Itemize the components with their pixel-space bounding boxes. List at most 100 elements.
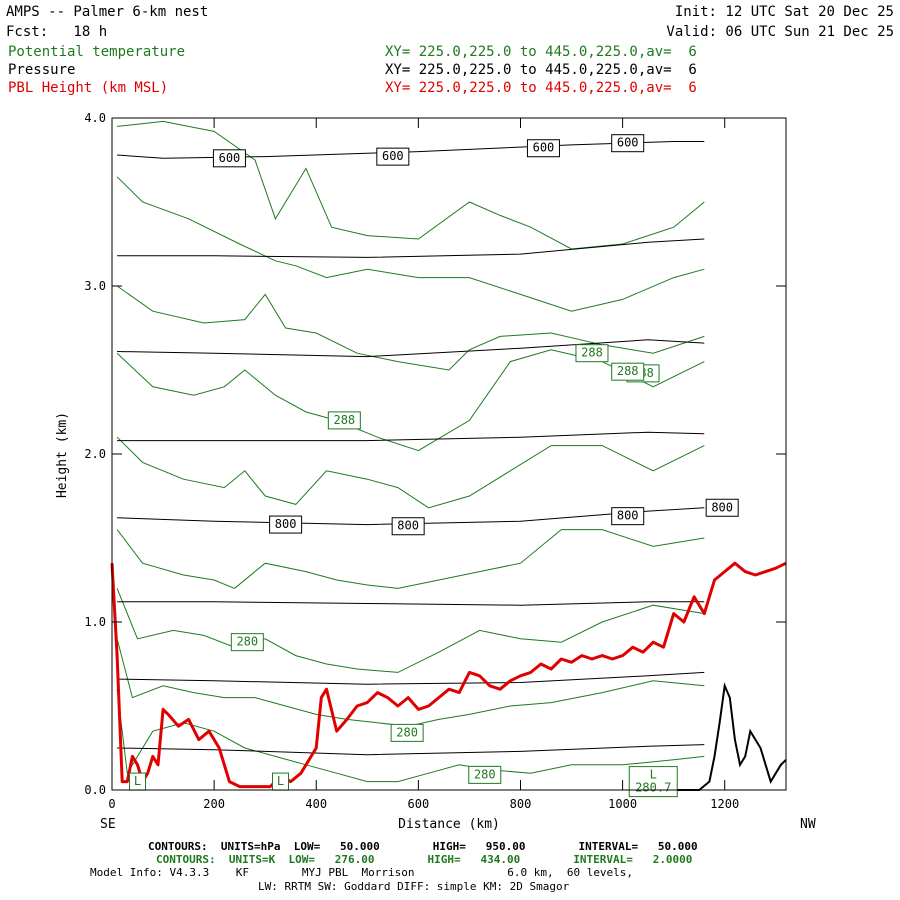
theta-label-3: 288 [611,362,645,381]
terrain-contour [673,682,787,791]
theta-contours [116,120,705,783]
axes: 0 200 400 600 800 1000 1200 0.0 1.0 2.0 3.0 4.0 [84,111,786,811]
pressure-label-1-box [376,147,410,166]
terrain-line [673,682,787,791]
pressure-line-6 [117,671,705,685]
pressure-label-5-text: 800 [397,519,419,533]
x-tick-label-4: 800 [510,797,532,811]
theta-label-4: 280 [230,633,264,652]
theta-low-0-text: L [134,774,141,788]
legend-theta-xy: XY= 225.0,225.0 to 445.0,225.0,av= 6 [385,44,697,60]
theta-label-6-box [468,765,502,784]
pressure-line-3 [117,431,705,442]
theta-line-5 [116,529,705,589]
pressure-label-0: 600 [212,149,246,168]
x-axis-label: Distance (km) [398,817,500,832]
theta-line-2 [116,285,705,371]
theta-label-2-text: 288 [581,346,603,360]
pressure-label-5-box [391,517,425,536]
y-tick-label-0: 0.0 [84,783,106,797]
theta-low-1: L [272,772,289,791]
theta-label-4-box [230,633,264,652]
theta-label-6: 280 [468,765,502,784]
pressure-label-6-box [611,507,645,526]
y-axis-label: Height (km) [55,412,70,498]
pressure-label-1: 600 [376,147,410,166]
theta-label-6-text: 280 [474,767,496,781]
pressure-label-0-box [212,149,246,168]
x-tick-label-2: 400 [305,797,327,811]
x-tick-label-5: 1000 [608,797,637,811]
pressure-label-2-text: 600 [533,141,555,155]
pressure-label-7-box [705,498,739,517]
theta-line-6 [116,588,705,673]
x-axis-right-end: NW [800,817,816,832]
pbl-height-line [110,561,787,789]
theta-line-7 [116,638,705,727]
legend-pressure-label: Pressure [8,62,76,78]
contours-pressure-info: CONTOURS: UNITS=hPa LOW= 50.000 HIGH= 95… [148,840,698,853]
legend-pressure-xy: XY= 225.0,225.0 to 445.0,225.0,av= 6 [385,62,697,78]
pressure-label-4: 800 [269,515,303,534]
pressure-line-1 [117,238,705,258]
theta-label-5-box [390,723,424,742]
x-tick-label-6: 1200 [710,797,739,811]
theta-label-4-text: 280 [236,635,258,649]
theta-label-1-text: 288 [333,413,355,427]
pressure-label-7-text: 800 [711,500,733,514]
theta-low-2-text: 280.7 [635,781,671,795]
legend-pbl-label: PBL Height (km MSL) [8,80,169,96]
init-time: Init: 12 UTC Sat 20 Dec 25 [674,4,894,20]
theta-low-1-text: L [277,774,284,788]
pressure-label-2-box [526,139,560,158]
theta-low-2-box [628,766,678,798]
pressure-label-6-text: 800 [617,509,639,523]
pressure-label-3: 600 [611,134,645,153]
contour-labels: 6006006006008008008008002882882882882802… [129,134,739,798]
pressure-label-3-text: 600 [617,136,639,150]
legend-pbl-xy: XY= 225.0,225.0 to 445.0,225.0,av= 6 [385,80,697,96]
theta-label-5-text: 280 [396,725,418,739]
pressure-label-3-box [611,134,645,153]
pressure-line-5 [117,601,705,606]
pbl-height-series [110,561,787,789]
valid-time: Valid: 06 UTC Sun 21 Dec 25 [666,24,894,40]
x-tick-label-1: 200 [203,797,225,811]
pressure-line-0 [117,141,705,159]
pressure-label-7: 800 [705,498,739,517]
forecast-hour: Fcst: 18 h [6,24,108,40]
pressure-label-5: 800 [391,517,425,536]
x-tick-label-3: 600 [408,797,430,811]
theta-label-3-box [611,362,645,381]
y-tick-label-3: 3.0 [84,279,106,293]
theta-low-2-text: L [650,768,657,782]
pressure-line-4 [117,507,705,526]
theta-low-0: L [129,772,147,791]
theta-label-5: 280 [390,723,424,742]
chart-title: AMPS -- Palmer 6-km nest [6,4,209,20]
pressure-label-4-text: 800 [275,517,297,531]
pressure-label-2: 600 [526,139,560,158]
x-axis-left-end: SE [100,817,116,832]
theta-label-1: 288 [327,411,361,430]
model-info-line1: Model Info: V4.3.3 KF MYJ PBL Morrison 6… [90,866,634,879]
pressure-contours [117,141,705,756]
legend-theta-label: Potential temperature [8,44,186,60]
pressure-label-4-box [269,515,303,534]
y-tick-label-2: 2.0 [84,447,106,461]
pressure-label-1-text: 600 [382,149,404,163]
theta-label-3-text: 288 [617,364,639,378]
theta-line-4 [116,436,705,509]
theta-label-2: 288 [575,344,609,363]
pressure-line-7 [117,744,705,756]
theta-line-1 [116,176,705,312]
theta-line-0 [117,120,705,250]
theta-label-1-box [327,411,361,430]
pressure-label-6: 800 [611,507,645,526]
pressure-line-2 [117,339,705,358]
x-tick-label-0: 0 [108,797,115,811]
y-tick-label-4: 4.0 [84,111,106,125]
model-info-line2: LW: RRTM SW: Goddard DIFF: simple KM: 2D… [258,880,570,893]
